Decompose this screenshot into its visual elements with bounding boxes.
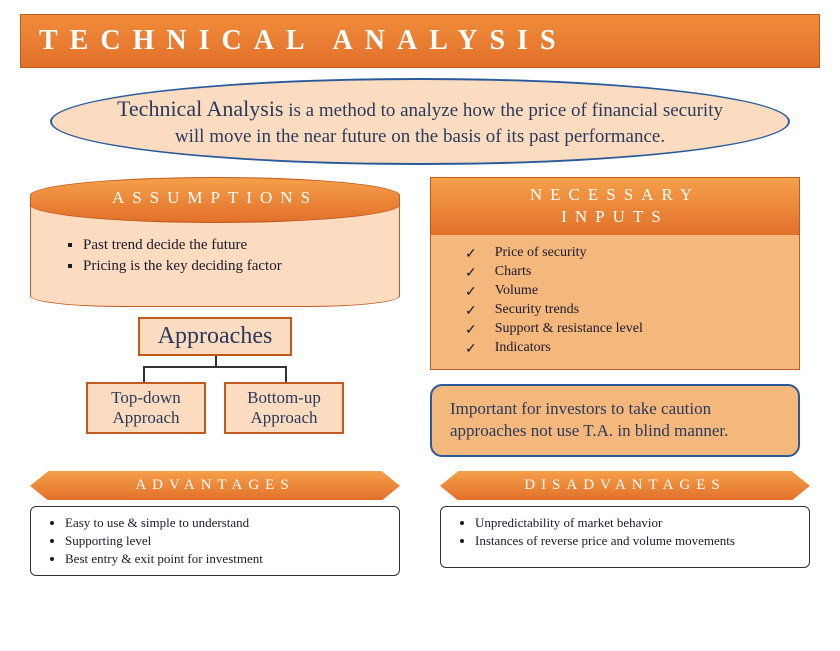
inputs-header: NECESSARY INPUTS — [431, 178, 799, 234]
inputs-header-l2: INPUTS — [561, 207, 669, 226]
assumptions-cylinder: ASSUMPTIONS Past trend decide the future… — [30, 177, 400, 307]
input-item: Support & resistance level — [495, 321, 643, 337]
advantages-header: ADVANTAGES — [48, 471, 382, 500]
inputs-body: ✓ Price of security ✓ Charts ✓ Volume ✓ Secu… — [431, 235, 799, 369]
check-icon: ✓ — [465, 264, 477, 281]
input-item: Volume — [495, 283, 538, 299]
disadvantages-header: DISADVANTAGES — [458, 471, 792, 500]
assumptions-header: ASSUMPTIONS — [30, 177, 400, 223]
check-icon: ✓ — [465, 302, 477, 319]
assumption-item: Pricing is the key deciding factor — [83, 258, 375, 275]
advantage-item: Best entry & exit point for investment — [65, 551, 389, 567]
assumption-item: Past trend decide the future — [83, 237, 375, 254]
advantage-item: Supporting level — [65, 533, 389, 549]
inputs-box: NECESSARY INPUTS ✓ Price of security ✓ Cha… — [430, 177, 800, 369]
page-title: TECHNICAL ANALYSIS — [20, 14, 820, 68]
left-column: ASSUMPTIONS Past trend decide the future… — [20, 177, 410, 457]
input-item: Indicators — [495, 340, 551, 356]
approaches-header: Approaches — [138, 317, 293, 356]
advantages-section: ADVANTAGES Easy to use & simple to under… — [30, 471, 400, 576]
right-column: NECESSARY INPUTS ✓ Price of security ✓ Cha… — [430, 177, 820, 457]
disadvantage-item: Instances of reverse price and volume mo… — [475, 533, 799, 549]
disadvantage-item: Unpredictability of market behavior — [475, 515, 799, 531]
approach-leaf-bottomup: Bottom-up Approach — [224, 382, 344, 434]
advantages-list: Easy to use & simple to understand Suppo… — [30, 506, 400, 576]
inputs-header-l1: NECESSARY — [530, 185, 700, 204]
check-icon: ✓ — [465, 340, 477, 357]
check-icon: ✓ — [465, 245, 477, 262]
definition-box: Technical Analysis is a method to analyz… — [50, 78, 790, 165]
definition-lead: Technical Analysis — [117, 96, 283, 121]
check-icon: ✓ — [465, 283, 477, 300]
advantage-item: Easy to use & simple to understand — [65, 515, 389, 531]
check-icon: ✓ — [465, 321, 477, 338]
tree-connector-icon — [95, 356, 335, 382]
input-item: Charts — [495, 264, 532, 280]
input-item: Price of security — [495, 245, 587, 261]
disadvantages-section: DISADVANTAGES Unpredictability of market… — [440, 471, 810, 576]
caution-box: Important for investors to take caution … — [430, 384, 800, 458]
approaches-tree: Approaches Top-down Approach Bottom-up A… — [20, 317, 410, 434]
disadvantages-list: Unpredictability of market behavior Inst… — [440, 506, 810, 568]
approach-leaf-topdown: Top-down Approach — [86, 382, 206, 434]
input-item: Security trends — [495, 302, 579, 318]
